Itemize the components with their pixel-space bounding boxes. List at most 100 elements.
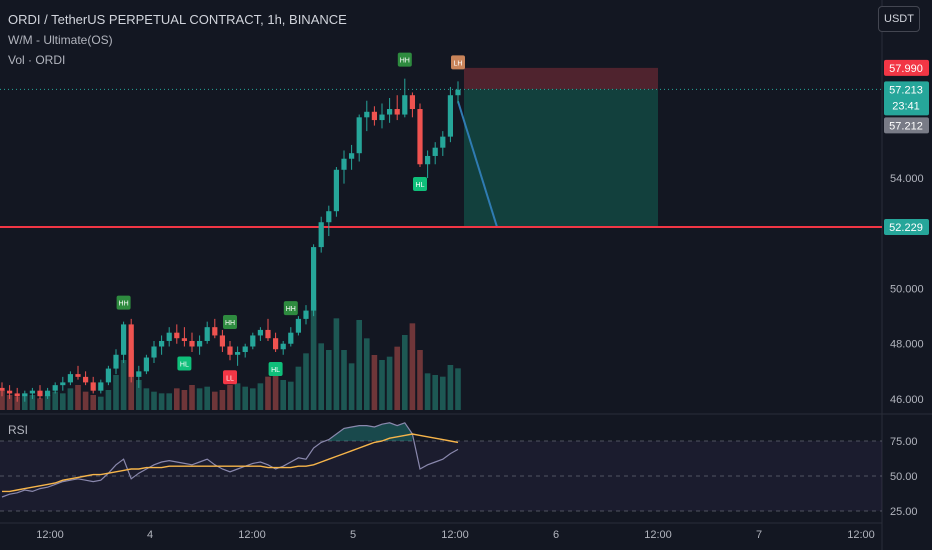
volume-bar xyxy=(90,395,96,410)
candle xyxy=(174,324,180,344)
volume-bar xyxy=(288,381,294,410)
candle-body xyxy=(250,335,256,347)
marker-label: HL xyxy=(180,361,189,368)
volume-bar xyxy=(67,388,74,410)
candle-body xyxy=(204,327,210,341)
rsi-pane-label[interactable]: RSI xyxy=(8,423,29,437)
candle-body xyxy=(364,111,370,118)
volume-bar xyxy=(447,365,454,410)
rsi-tick-label: 75.00 xyxy=(890,436,918,448)
candle-body xyxy=(326,211,332,223)
candle xyxy=(288,327,294,347)
volume-bar xyxy=(219,390,226,410)
candle xyxy=(52,382,58,394)
candle xyxy=(432,142,438,165)
candle-body xyxy=(166,332,172,341)
volume-bar xyxy=(417,350,423,410)
volume-bar xyxy=(60,393,66,410)
candle xyxy=(402,78,408,118)
candle-body xyxy=(143,357,149,372)
candle-body xyxy=(295,318,301,333)
candle xyxy=(235,346,241,366)
candle xyxy=(29,387,35,399)
marker-label: HH xyxy=(286,306,296,313)
candle-body xyxy=(75,374,81,377)
volume-bar xyxy=(280,380,286,410)
candle-body xyxy=(318,222,324,248)
candle-body xyxy=(288,332,294,344)
volume-bar xyxy=(44,395,51,410)
candle xyxy=(333,167,339,217)
volume-bar xyxy=(0,390,5,410)
rsi-tick-label: 25.00 xyxy=(890,506,918,518)
candle-body xyxy=(417,109,423,165)
candle xyxy=(318,216,324,253)
candle xyxy=(7,385,13,399)
indicator-ultimate[interactable]: W/M - Ultimate(OS) xyxy=(8,33,113,47)
marker-box xyxy=(451,55,465,70)
candle-body xyxy=(105,368,111,383)
candle xyxy=(14,387,20,402)
candle xyxy=(0,382,5,397)
candle xyxy=(83,371,89,386)
candle xyxy=(189,332,195,353)
candle xyxy=(257,327,263,341)
rsi-overbought-fill xyxy=(328,422,413,441)
candle xyxy=(22,390,28,402)
volume-bar xyxy=(440,376,446,410)
volume-bar xyxy=(265,376,271,410)
candle-body xyxy=(341,158,347,170)
candle xyxy=(341,150,347,184)
marker-box xyxy=(413,177,427,192)
time-tick-label: 12:00 xyxy=(441,529,469,541)
volume-bar xyxy=(257,383,264,410)
volume-bar xyxy=(348,363,355,410)
candle-body xyxy=(447,95,453,137)
volume-bar xyxy=(105,390,112,410)
candle-body xyxy=(90,382,96,391)
last-price-box xyxy=(884,81,929,116)
candle xyxy=(204,321,210,344)
candle xyxy=(136,365,142,388)
candle-body xyxy=(189,340,195,347)
candle-body xyxy=(197,340,203,347)
candle-body xyxy=(242,346,248,353)
volume-bar xyxy=(432,375,438,410)
candle-body xyxy=(212,327,218,336)
candle-body xyxy=(333,169,339,212)
symbol-title[interactable]: ORDI / TetherUS PERPETUAL CONTRACT, 1h, … xyxy=(8,12,347,27)
volume-bar xyxy=(166,393,172,410)
candle-body xyxy=(402,95,408,115)
volume-bar xyxy=(356,320,362,410)
candle-body xyxy=(29,390,35,394)
take-profit-zone xyxy=(464,89,658,227)
candle-body xyxy=(67,374,73,383)
marker-hl: HL xyxy=(268,362,283,377)
volume-bar xyxy=(136,380,142,410)
time-tick-label: 6 xyxy=(553,529,559,541)
candle xyxy=(273,332,279,353)
candle xyxy=(159,335,165,355)
marker-hh: HH xyxy=(116,295,131,310)
volume-bar xyxy=(318,343,324,410)
volume-bar xyxy=(158,393,165,410)
candle-body xyxy=(0,387,5,391)
candle xyxy=(356,114,362,162)
volume-bar xyxy=(272,371,279,410)
candle-series xyxy=(0,78,461,402)
candle-body xyxy=(235,352,241,355)
candle xyxy=(455,81,461,104)
candle-body xyxy=(181,338,187,341)
level-price-tag-text: 52.229 xyxy=(889,222,923,234)
marker-label: HL xyxy=(416,182,425,189)
currency-button[interactable]: USDT xyxy=(878,6,920,32)
candle xyxy=(250,332,256,350)
marker-label: HH xyxy=(225,320,235,327)
candle-body xyxy=(113,354,119,369)
candle-body xyxy=(83,376,89,383)
candle-body xyxy=(45,390,51,397)
indicator-volume[interactable]: Vol · ORDI xyxy=(8,53,66,67)
marker-label: LL xyxy=(226,375,234,382)
volume-bar xyxy=(189,385,195,410)
